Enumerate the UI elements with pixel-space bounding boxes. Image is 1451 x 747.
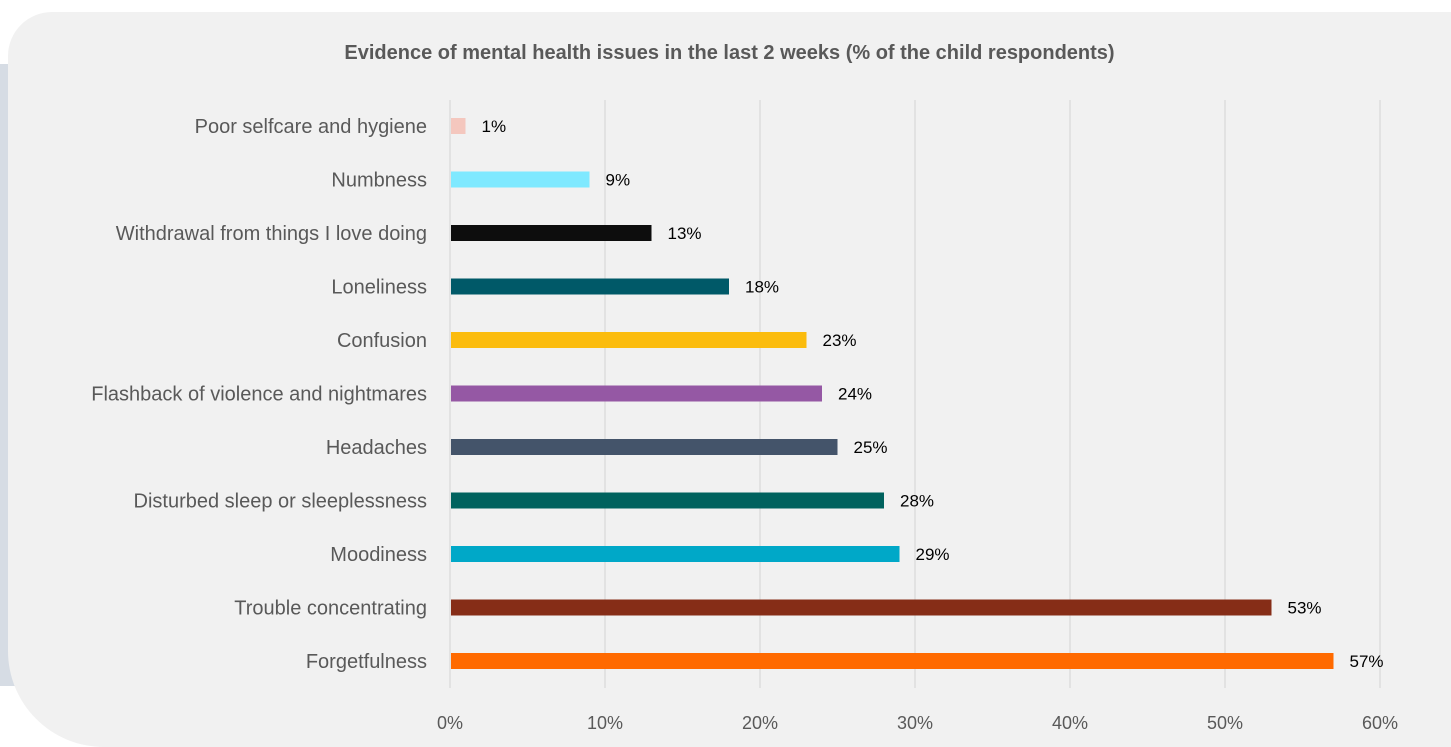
chart-card [8,12,1451,747]
x-tick-label: 60% [1362,713,1398,733]
data-label: 29% [916,545,950,564]
bar [451,171,590,188]
category-label: Poor selfcare and hygiene [195,116,427,138]
data-label: 57% [1350,652,1384,671]
category-label: Headaches [326,437,427,459]
x-tick-label: 40% [1052,713,1088,733]
data-label: 53% [1288,599,1322,618]
bars [451,118,1334,669]
bar [451,599,1272,616]
category-label: Confusion [337,330,427,352]
x-tick-label: 10% [587,713,623,733]
bar [451,546,900,562]
x-axis-tick-labels: 0% 10% 20% 30% 40% 50% 60% [437,713,1398,733]
data-labels: 1% 9% 13% 18% 23% 24% 25% 28% 29% 53% 57% [482,117,1384,671]
data-label: 23% [823,331,857,350]
data-label: 13% [668,224,702,243]
x-tick-label: 50% [1207,713,1243,733]
data-label: 1% [482,117,507,136]
x-tick-label: 30% [897,713,933,733]
data-label: 24% [838,385,872,404]
data-label: 18% [745,278,779,297]
bar [451,385,822,402]
category-label: Forgetfulness [306,651,427,673]
category-label: Trouble concentrating [234,598,427,620]
data-label: 25% [854,438,888,457]
bar [451,332,807,348]
category-label: Moodiness [330,544,427,566]
category-label: Withdrawal from things I love doing [116,223,427,245]
category-label: Numbness [331,170,427,192]
bar [451,278,729,295]
data-label: 9% [606,171,631,190]
bar [451,653,1334,669]
bar [451,492,884,509]
x-tick-label: 0% [437,713,463,733]
data-label: 28% [900,492,934,511]
category-labels: Poor selfcare and hygiene Numbness Withdra… [91,116,427,673]
category-label: Disturbed sleep or sleeplessness [134,491,428,513]
chart-title: Evidence of mental health issues in the … [344,42,1115,64]
category-label: Flashback of violence and nightmares [91,384,427,406]
bar [451,439,838,455]
category-label: Loneliness [331,277,427,299]
x-tick-label: 20% [742,713,778,733]
bar [451,118,466,134]
bar [451,225,652,241]
